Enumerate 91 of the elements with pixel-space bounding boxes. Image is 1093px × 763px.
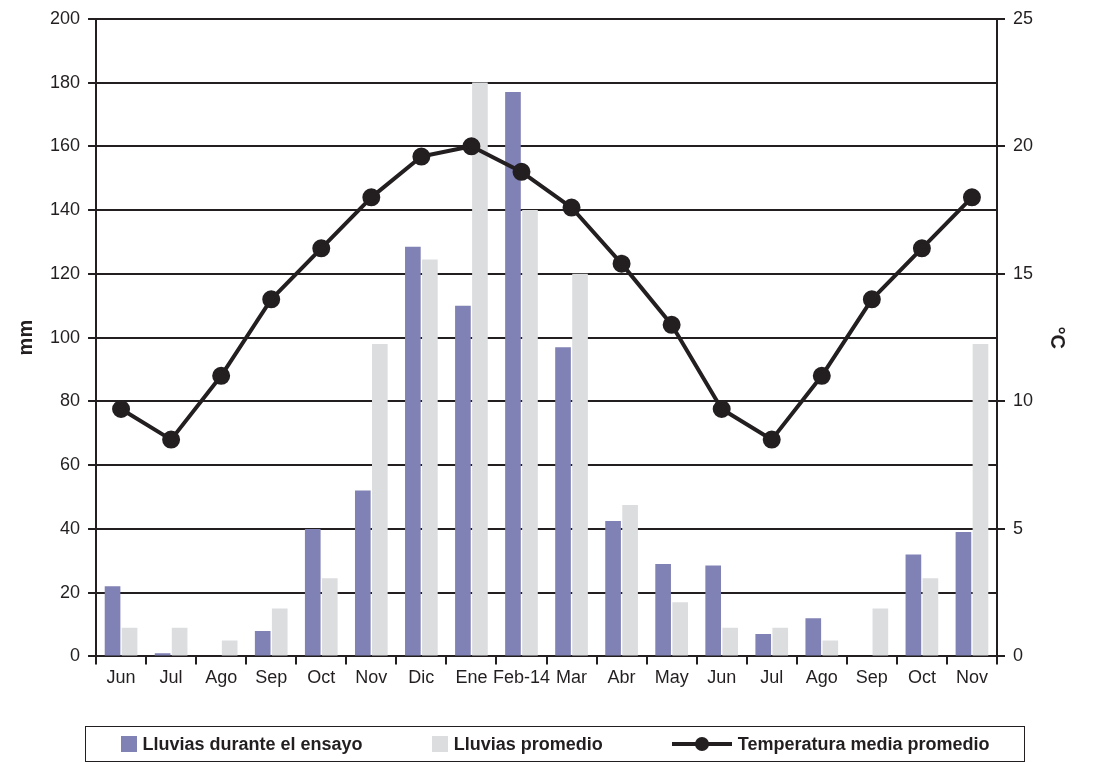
x-tick-label: Abr xyxy=(607,667,636,688)
y-tick-label: 80 xyxy=(60,390,81,411)
x-tick-label: Ago xyxy=(805,667,838,688)
point xyxy=(812,366,831,385)
x-tick-label: Sep xyxy=(855,667,888,688)
bar xyxy=(422,259,438,656)
point xyxy=(462,137,481,156)
bar xyxy=(672,602,688,656)
bar xyxy=(254,630,271,656)
bar xyxy=(354,490,371,656)
bar xyxy=(472,82,488,656)
y-tick-label: 0 xyxy=(70,645,81,666)
y-axis-title: mm xyxy=(13,319,36,356)
bar xyxy=(755,634,772,656)
bar xyxy=(822,640,839,656)
bar xyxy=(455,305,471,656)
y2-axis-title: °C xyxy=(1047,326,1070,349)
y-tick-label: 140 xyxy=(49,199,81,220)
x-tick-label: Nov xyxy=(955,667,988,688)
point xyxy=(262,290,281,309)
point xyxy=(212,366,231,385)
y-tick-label: 200 xyxy=(49,7,81,28)
x-tick-label: Ene xyxy=(455,667,488,688)
bar xyxy=(805,618,822,656)
legend-label: Lluvias promedio xyxy=(453,733,603,755)
x-tick-label: Mar xyxy=(556,667,588,688)
bar xyxy=(221,640,238,656)
point xyxy=(412,147,431,166)
y2-tick-label: 20 xyxy=(1012,135,1034,156)
y2-tick-label: 25 xyxy=(1012,7,1034,28)
x-tick-label: Jun xyxy=(707,667,737,688)
x-tick-label: Sep xyxy=(255,667,288,688)
point xyxy=(362,188,381,207)
point xyxy=(762,430,781,449)
bar xyxy=(522,210,538,656)
x-tick-label: Feb-14 xyxy=(492,667,550,688)
bar xyxy=(405,246,421,656)
point xyxy=(562,198,581,217)
y-tick-label: 120 xyxy=(49,262,81,283)
bar xyxy=(922,578,939,656)
y2-tick-label: 15 xyxy=(1012,262,1034,283)
legend-label: Temperatura media promedio xyxy=(737,733,990,755)
point xyxy=(962,188,981,207)
bar xyxy=(872,608,889,656)
x-tick-label: Jul xyxy=(760,667,784,688)
point xyxy=(662,315,681,334)
x-tick-label: May xyxy=(654,667,689,688)
y-tick-label: 180 xyxy=(49,71,81,92)
bar xyxy=(271,608,288,656)
x-tick-label: Nov xyxy=(355,667,388,688)
y-tick-label: 60 xyxy=(60,454,81,475)
y-tick-label: 160 xyxy=(49,135,81,156)
x-tick-label: Dic xyxy=(408,667,435,688)
point xyxy=(612,254,631,273)
point xyxy=(912,239,931,258)
bar xyxy=(622,504,638,656)
bar xyxy=(772,627,789,656)
bar xyxy=(505,92,521,656)
bar xyxy=(171,627,188,656)
y-tick-label: 40 xyxy=(60,517,81,538)
bar xyxy=(104,586,121,656)
bar xyxy=(555,347,571,656)
y-tick-label: 100 xyxy=(49,326,81,347)
bar xyxy=(955,532,972,656)
point xyxy=(712,400,731,419)
bar xyxy=(905,554,922,656)
x-tick-label: Ago xyxy=(205,667,238,688)
bar xyxy=(121,627,138,656)
bar xyxy=(304,528,321,656)
point xyxy=(162,430,181,449)
x-tick-label: Jun xyxy=(106,667,136,688)
x-tick-label: Oct xyxy=(307,667,336,688)
bar xyxy=(572,273,588,656)
y-tick-label: 20 xyxy=(60,581,81,602)
bar xyxy=(655,563,671,656)
point xyxy=(312,239,331,258)
point xyxy=(112,400,131,419)
x-tick-label: Jul xyxy=(159,667,183,688)
bar xyxy=(605,520,621,656)
bar xyxy=(321,578,338,656)
point xyxy=(512,162,531,181)
bar xyxy=(972,343,989,656)
point xyxy=(862,290,881,309)
legend-label: Lluvias durante el ensayo xyxy=(142,733,363,755)
bar xyxy=(722,627,739,656)
bar xyxy=(705,565,722,656)
y2-tick-label: 0 xyxy=(1012,645,1023,666)
bar xyxy=(372,343,388,656)
y2-tick-label: 10 xyxy=(1012,390,1034,411)
x-tick-label: Oct xyxy=(907,667,936,688)
y2-tick-label: 5 xyxy=(1012,517,1023,538)
